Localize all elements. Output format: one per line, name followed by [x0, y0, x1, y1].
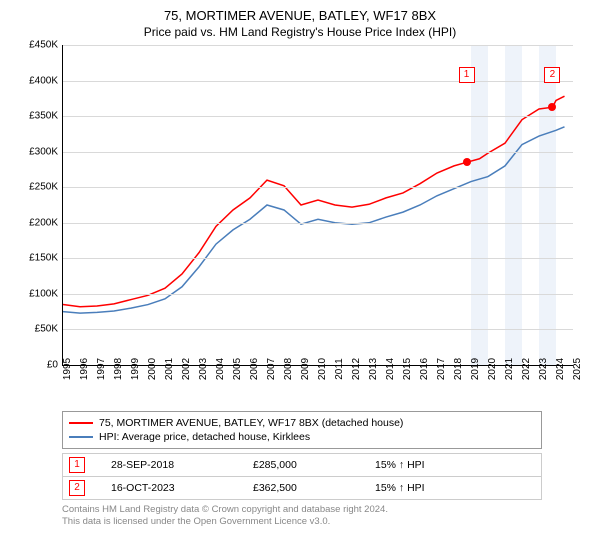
x-axis-label: 2012	[351, 358, 362, 380]
y-axis-label: £400K	[20, 75, 58, 86]
transaction-marker-badge: 2	[544, 67, 560, 83]
x-axis-label: 1999	[130, 358, 141, 380]
x-axis-label: 2005	[232, 358, 243, 380]
chart-area: 12 £0£50K£100K£150K£200K£250K£300K£350K£…	[20, 45, 580, 405]
chart-title: 75, MORTIMER AVENUE, BATLEY, WF17 8BX	[0, 0, 600, 23]
line-series-svg	[63, 45, 573, 365]
series-line	[63, 96, 565, 306]
x-axis-label: 2008	[283, 358, 294, 380]
legend-row: 75, MORTIMER AVENUE, BATLEY, WF17 8BX (d…	[69, 416, 535, 430]
gridline	[63, 116, 573, 117]
legend-row: HPI: Average price, detached house, Kirk…	[69, 430, 535, 444]
x-axis-label: 2011	[334, 358, 345, 380]
chart-container: 75, MORTIMER AVENUE, BATLEY, WF17 8BX Pr…	[0, 0, 600, 560]
y-axis-label: £150K	[20, 253, 58, 264]
x-axis-label: 2006	[249, 358, 260, 380]
legend: 75, MORTIMER AVENUE, BATLEY, WF17 8BX (d…	[62, 411, 542, 449]
x-axis-label: 2020	[487, 358, 498, 380]
x-axis-label: 2002	[181, 358, 192, 380]
x-axis-label: 2024	[555, 358, 566, 380]
x-axis-label: 2000	[147, 358, 158, 380]
x-axis-label: 2013	[368, 358, 379, 380]
x-axis-label: 2004	[215, 358, 226, 380]
y-axis-label: £350K	[20, 111, 58, 122]
x-axis-label: 1997	[96, 358, 107, 380]
transaction-price: £285,000	[247, 454, 369, 477]
legend-swatch	[69, 436, 93, 438]
transaction-badge: 2	[69, 480, 85, 496]
x-axis-label: 1998	[113, 358, 124, 380]
x-axis-label: 2015	[402, 358, 413, 380]
gridline	[63, 152, 573, 153]
table-row: 1 28-SEP-2018£285,00015% ↑ HPI	[63, 454, 542, 477]
transaction-marker-dot	[548, 103, 556, 111]
footer-line-1: Contains HM Land Registry data © Crown c…	[62, 504, 580, 516]
x-axis-label: 2018	[453, 358, 464, 380]
y-axis-label: £100K	[20, 288, 58, 299]
plot-area: 12	[62, 45, 573, 366]
y-axis-label: £300K	[20, 146, 58, 157]
legend-label: HPI: Average price, detached house, Kirk…	[99, 431, 310, 443]
gridline	[63, 187, 573, 188]
x-axis-label: 2021	[504, 358, 515, 380]
x-axis-label: 2025	[572, 358, 583, 380]
gridline	[63, 45, 573, 46]
x-axis-label: 2010	[317, 358, 328, 380]
series-line	[63, 127, 565, 313]
transaction-delta: 15% ↑ HPI	[369, 454, 542, 477]
x-axis-label: 2016	[419, 358, 430, 380]
transaction-marker-badge: 1	[459, 67, 475, 83]
x-axis-label: 2009	[300, 358, 311, 380]
x-axis-label: 2023	[538, 358, 549, 380]
footer-attribution: Contains HM Land Registry data © Crown c…	[62, 504, 580, 528]
transaction-date: 16-OCT-2023	[105, 477, 247, 500]
x-axis-label: 2014	[385, 358, 396, 380]
x-axis-label: 1996	[79, 358, 90, 380]
x-axis-label: 2003	[198, 358, 209, 380]
footer-line-2: This data is licensed under the Open Gov…	[62, 516, 580, 528]
gridline	[63, 223, 573, 224]
legend-swatch	[69, 422, 93, 424]
transaction-marker-dot	[463, 158, 471, 166]
x-axis-label: 2022	[521, 358, 532, 380]
x-axis-label: 2001	[164, 358, 175, 380]
x-axis-label: 2007	[266, 358, 277, 380]
x-axis-label: 2019	[470, 358, 481, 380]
y-axis-label: £50K	[20, 324, 58, 335]
y-axis-label: £0	[20, 360, 58, 371]
x-axis-label: 2017	[436, 358, 447, 380]
transaction-delta: 15% ↑ HPI	[369, 477, 542, 500]
gridline	[63, 258, 573, 259]
chart-subtitle: Price paid vs. HM Land Registry's House …	[0, 23, 600, 45]
x-axis-label: 1995	[62, 358, 73, 380]
transaction-date: 28-SEP-2018	[105, 454, 247, 477]
transaction-badge: 1	[69, 457, 85, 473]
transactions-table: 1 28-SEP-2018£285,00015% ↑ HPI 2 16-OCT-202…	[62, 453, 542, 500]
transaction-price: £362,500	[247, 477, 369, 500]
gridline	[63, 329, 573, 330]
legend-label: 75, MORTIMER AVENUE, BATLEY, WF17 8BX (d…	[99, 417, 403, 429]
gridline	[63, 294, 573, 295]
y-axis-label: £250K	[20, 182, 58, 193]
gridline	[63, 81, 573, 82]
table-row: 2 16-OCT-2023£362,50015% ↑ HPI	[63, 477, 542, 500]
y-axis-label: £200K	[20, 217, 58, 228]
y-axis-label: £450K	[20, 40, 58, 51]
